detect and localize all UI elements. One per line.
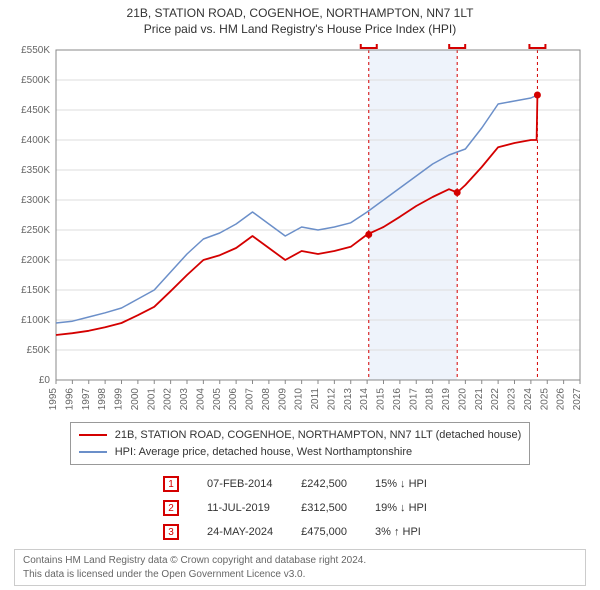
svg-text:2014: 2014 xyxy=(359,388,370,411)
svg-text:2025: 2025 xyxy=(539,388,550,411)
attribution: Contains HM Land Registry data © Crown c… xyxy=(14,549,586,586)
svg-text:£150K: £150K xyxy=(21,285,50,296)
sale-date: 11-JUL-2019 xyxy=(199,497,291,519)
legend-swatch xyxy=(79,451,107,453)
svg-text:2008: 2008 xyxy=(261,388,272,411)
sale-price: £312,500 xyxy=(293,497,365,519)
legend-item: HPI: Average price, detached house, West… xyxy=(79,444,522,461)
marker-box-icon: 1 xyxy=(163,476,179,492)
svg-text:2005: 2005 xyxy=(212,388,223,411)
svg-text:£500K: £500K xyxy=(21,75,50,86)
svg-text:1998: 1998 xyxy=(97,388,108,411)
svg-text:2007: 2007 xyxy=(245,388,256,411)
svg-text:1995: 1995 xyxy=(48,388,59,411)
svg-text:2004: 2004 xyxy=(195,388,206,411)
sale-price: £242,500 xyxy=(293,473,365,495)
legend-label: 21B, STATION ROAD, COGENHOE, NORTHAMPTON… xyxy=(115,427,522,444)
table-row: 2 11-JUL-2019 £312,500 19% ↓ HPI xyxy=(155,497,445,519)
svg-text:2011: 2011 xyxy=(310,388,321,410)
svg-text:2003: 2003 xyxy=(179,388,190,411)
marker-box-icon: 3 xyxy=(163,524,179,540)
table-row: 1 07-FEB-2014 £242,500 15% ↓ HPI xyxy=(155,473,445,495)
svg-text:2022: 2022 xyxy=(490,388,501,411)
sale-delta: 19% ↓ HPI xyxy=(367,497,445,519)
sale-delta: 3% ↑ HPI xyxy=(367,521,445,543)
legend-swatch xyxy=(79,434,107,436)
svg-text:£50K: £50K xyxy=(27,345,51,356)
svg-text:2021: 2021 xyxy=(474,388,485,411)
svg-text:2017: 2017 xyxy=(408,388,419,411)
sale-date: 07-FEB-2014 xyxy=(199,473,291,495)
svg-text:2024: 2024 xyxy=(523,388,534,411)
attribution-line: Contains HM Land Registry data © Crown c… xyxy=(23,554,577,568)
svg-text:2006: 2006 xyxy=(228,388,239,411)
svg-text:1999: 1999 xyxy=(114,388,125,411)
svg-text:2013: 2013 xyxy=(343,388,354,411)
svg-text:2001: 2001 xyxy=(146,388,157,411)
svg-text:2010: 2010 xyxy=(294,388,305,411)
svg-text:£550K: £550K xyxy=(21,45,50,56)
svg-text:2000: 2000 xyxy=(130,388,141,411)
svg-text:£200K: £200K xyxy=(21,255,50,266)
svg-text:£100K: £100K xyxy=(21,315,50,326)
attribution-line: This data is licensed under the Open Gov… xyxy=(23,568,577,582)
legend-label: HPI: Average price, detached house, West… xyxy=(115,444,412,461)
svg-text:2018: 2018 xyxy=(425,388,436,411)
sale-price: £475,000 xyxy=(293,521,365,543)
svg-text:2009: 2009 xyxy=(277,388,288,411)
svg-text:£300K: £300K xyxy=(21,195,50,206)
svg-text:2019: 2019 xyxy=(441,388,452,411)
svg-text:1996: 1996 xyxy=(64,388,75,411)
svg-text:2027: 2027 xyxy=(572,388,583,411)
svg-text:£400K: £400K xyxy=(21,135,50,146)
svg-text:2015: 2015 xyxy=(376,388,387,411)
table-row: 3 24-MAY-2024 £475,000 3% ↑ HPI xyxy=(155,521,445,543)
sale-date: 24-MAY-2024 xyxy=(199,521,291,543)
svg-text:£0: £0 xyxy=(39,375,51,386)
svg-text:2023: 2023 xyxy=(507,388,518,411)
svg-text:2020: 2020 xyxy=(457,388,468,411)
svg-text:1997: 1997 xyxy=(81,388,92,411)
price-chart: £0 £50K £100K £150K £200K £250K £300K £350K £400… xyxy=(8,44,592,414)
page-subtitle: Price paid vs. HM Land Registry's House … xyxy=(8,22,592,36)
legend-item: 21B, STATION ROAD, COGENHOE, NORTHAMPTON… xyxy=(79,427,522,444)
svg-text:£350K: £350K xyxy=(21,165,50,176)
svg-text:2012: 2012 xyxy=(326,388,337,411)
sale-delta: 15% ↓ HPI xyxy=(367,473,445,495)
legend: 21B, STATION ROAD, COGENHOE, NORTHAMPTON… xyxy=(70,422,531,465)
svg-text:£250K: £250K xyxy=(21,225,50,236)
svg-text:£450K: £450K xyxy=(21,105,50,116)
svg-text:3: 3 xyxy=(535,44,541,47)
svg-text:2026: 2026 xyxy=(556,388,567,411)
page-title: 21B, STATION ROAD, COGENHOE, NORTHAMPTON… xyxy=(8,6,592,20)
marker-box-icon: 2 xyxy=(163,500,179,516)
sales-table: 1 07-FEB-2014 £242,500 15% ↓ HPI 2 11-JU… xyxy=(153,471,447,545)
svg-text:1: 1 xyxy=(366,44,372,47)
chart-svg: £0 £50K £100K £150K £200K £250K £300K £350K £400… xyxy=(8,44,592,414)
svg-text:2002: 2002 xyxy=(163,388,174,411)
svg-text:2: 2 xyxy=(454,44,460,47)
svg-text:2016: 2016 xyxy=(392,388,403,411)
